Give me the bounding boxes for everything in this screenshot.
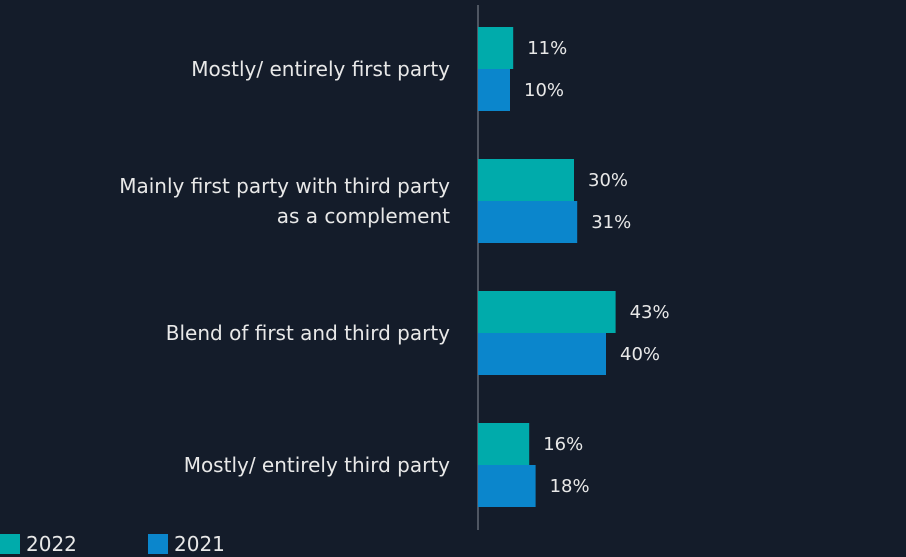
value-label: 43%: [630, 302, 670, 323]
bar: [478, 333, 606, 375]
value-label: 10%: [524, 80, 564, 101]
category-label: Mainly first party with third party as a…: [119, 174, 450, 228]
value-label: 16%: [543, 434, 583, 455]
bar: [478, 69, 510, 111]
bar: [478, 159, 574, 201]
legend-swatch: [0, 534, 20, 554]
value-label: 31%: [591, 212, 631, 233]
value-label: 11%: [527, 38, 567, 59]
bar: [478, 201, 578, 243]
legend-item: 2021: [148, 532, 225, 556]
bar: [478, 27, 514, 69]
bar: [478, 465, 536, 507]
legend-label: 2022: [26, 532, 77, 556]
legend-swatch: [148, 534, 168, 554]
value-label: 30%: [588, 170, 628, 191]
category-label: Mostly/ entirely third party: [183, 453, 450, 477]
legend-item: 2022: [0, 532, 77, 556]
category-label: Mostly/ entirely first party: [191, 57, 450, 81]
bar: [478, 291, 616, 333]
legend-label: 2021: [174, 532, 225, 556]
category-label: Blend of first and third party: [165, 321, 450, 345]
value-label: 40%: [620, 344, 660, 365]
bar: [478, 423, 530, 465]
value-label: 18%: [550, 476, 590, 497]
